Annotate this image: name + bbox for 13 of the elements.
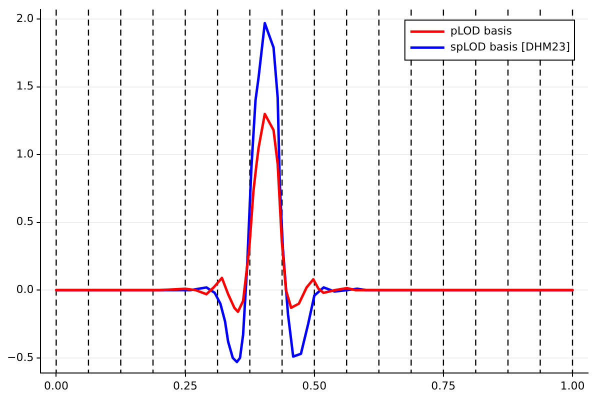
legend-label: pLOD basis (450, 24, 512, 38)
y-tick-label: 1.5 (16, 80, 34, 93)
y-tick-label: 2.0 (16, 12, 34, 25)
y-tick-label: 0.0 (16, 282, 34, 296)
x-tick-label: 0.25 (173, 379, 198, 392)
y-tick-label: −0.5 (6, 350, 34, 364)
x-tick-label: 0.75 (431, 379, 456, 392)
legend-label: spLOD basis [DHM23] (450, 40, 570, 54)
y-tick-label: 0.5 (16, 215, 34, 228)
x-tick-label: 0.50 (302, 379, 327, 392)
x-tick-label: 0.00 (44, 379, 68, 392)
x-tick-label: 1.00 (560, 379, 585, 392)
y-tick-label: 1.0 (16, 147, 34, 160)
